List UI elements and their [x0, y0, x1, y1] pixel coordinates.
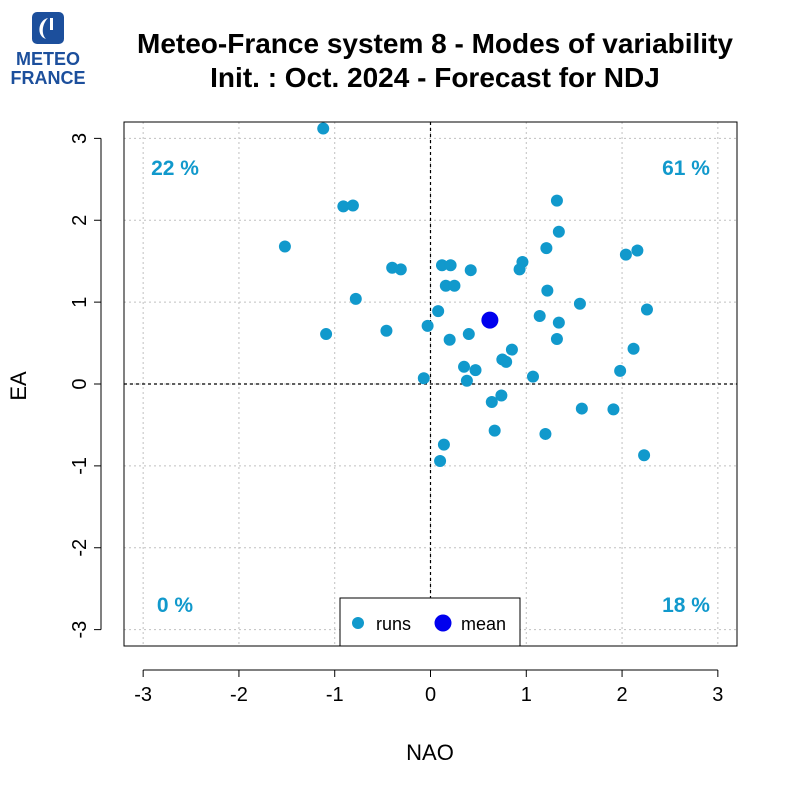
logo-text-france: FRANCE [11, 68, 86, 88]
run-point [337, 200, 350, 213]
run-point [435, 259, 448, 272]
data-points [278, 122, 653, 467]
run-point [500, 355, 513, 368]
x-tick-label: 3 [712, 684, 723, 706]
run-point [627, 342, 640, 355]
run-point [443, 333, 456, 346]
logo-text-meteo: METEO [16, 49, 80, 69]
run-point [526, 370, 539, 383]
quadrant-label-bottom-left: 0 % [157, 594, 194, 617]
run-point [346, 199, 359, 212]
quadrant-label-top-right: 61 % [662, 157, 710, 180]
run-point [505, 343, 518, 356]
run-point [552, 225, 565, 238]
run-point [495, 389, 508, 402]
run-point [349, 292, 362, 305]
run-point [317, 122, 330, 135]
run-point [638, 449, 651, 462]
quadrant-label-bottom-right: 18 % [662, 594, 710, 617]
run-point [421, 319, 434, 332]
run-point [448, 279, 461, 292]
run-point [439, 279, 452, 292]
run-point [540, 242, 553, 255]
legend-runs-label: runs [376, 614, 411, 634]
y-tick-label: 3 [69, 133, 91, 144]
run-point [320, 328, 333, 341]
y-tick-label: -2 [69, 539, 91, 557]
y-tick-label: 1 [69, 297, 91, 308]
y-tick-label: 2 [69, 215, 91, 226]
run-point [394, 263, 407, 276]
x-tick-label: 2 [617, 684, 628, 706]
y-axis-label: EA [6, 371, 31, 401]
run-point [380, 324, 393, 337]
x-tick-label: -3 [134, 684, 152, 706]
x-tick-label: -1 [326, 684, 344, 706]
logo-badge-icon [32, 12, 64, 44]
y-tick-label: -1 [69, 457, 91, 475]
run-point [550, 332, 563, 345]
legend-mean-label: mean [461, 614, 506, 634]
run-point [619, 248, 632, 261]
run-point [432, 305, 445, 318]
quadrant-labels: 22 % 61 % 0 % 18 % [151, 157, 710, 617]
run-point [614, 364, 627, 377]
run-point [513, 263, 526, 276]
legend-box [339, 597, 521, 647]
run-point [437, 438, 450, 451]
run-point [541, 284, 554, 297]
run-point [462, 328, 475, 341]
run-point [464, 264, 477, 277]
run-point [575, 402, 588, 415]
y-tick-label: -3 [69, 621, 91, 639]
legend-runs-marker [352, 617, 364, 629]
legend: runs mean [339, 597, 521, 647]
run-point [488, 424, 501, 437]
y-tick-label: 0 [69, 378, 91, 389]
run-point [417, 372, 430, 385]
x-tick-label: 1 [521, 684, 532, 706]
run-point [460, 374, 473, 387]
run-point [485, 396, 498, 409]
quadrant-label-top-left: 22 % [151, 157, 199, 180]
run-point [469, 364, 482, 377]
meteo-france-logo: METEO FRANCE [8, 10, 88, 90]
run-point [444, 259, 457, 272]
chart-subtitle: Init. : Oct. 2024 - Forecast for NDJ [210, 62, 660, 93]
run-point [640, 303, 653, 316]
chart-title: Meteo-France system 8 - Modes of variabi… [137, 28, 733, 59]
run-point [550, 194, 563, 207]
grid [124, 122, 737, 646]
run-point [607, 403, 620, 416]
run-point [539, 427, 552, 440]
run-point [552, 316, 565, 329]
run-point [278, 240, 291, 253]
run-point [573, 297, 586, 310]
legend-mean-marker [434, 614, 452, 632]
x-tick-label: -2 [230, 684, 248, 706]
x-tick-label: 0 [425, 684, 436, 706]
run-point [434, 454, 447, 467]
run-point [458, 360, 471, 373]
x-axis-label: NAO [406, 740, 454, 765]
run-point [533, 310, 546, 323]
mean-point [481, 311, 499, 329]
run-point [631, 244, 644, 257]
